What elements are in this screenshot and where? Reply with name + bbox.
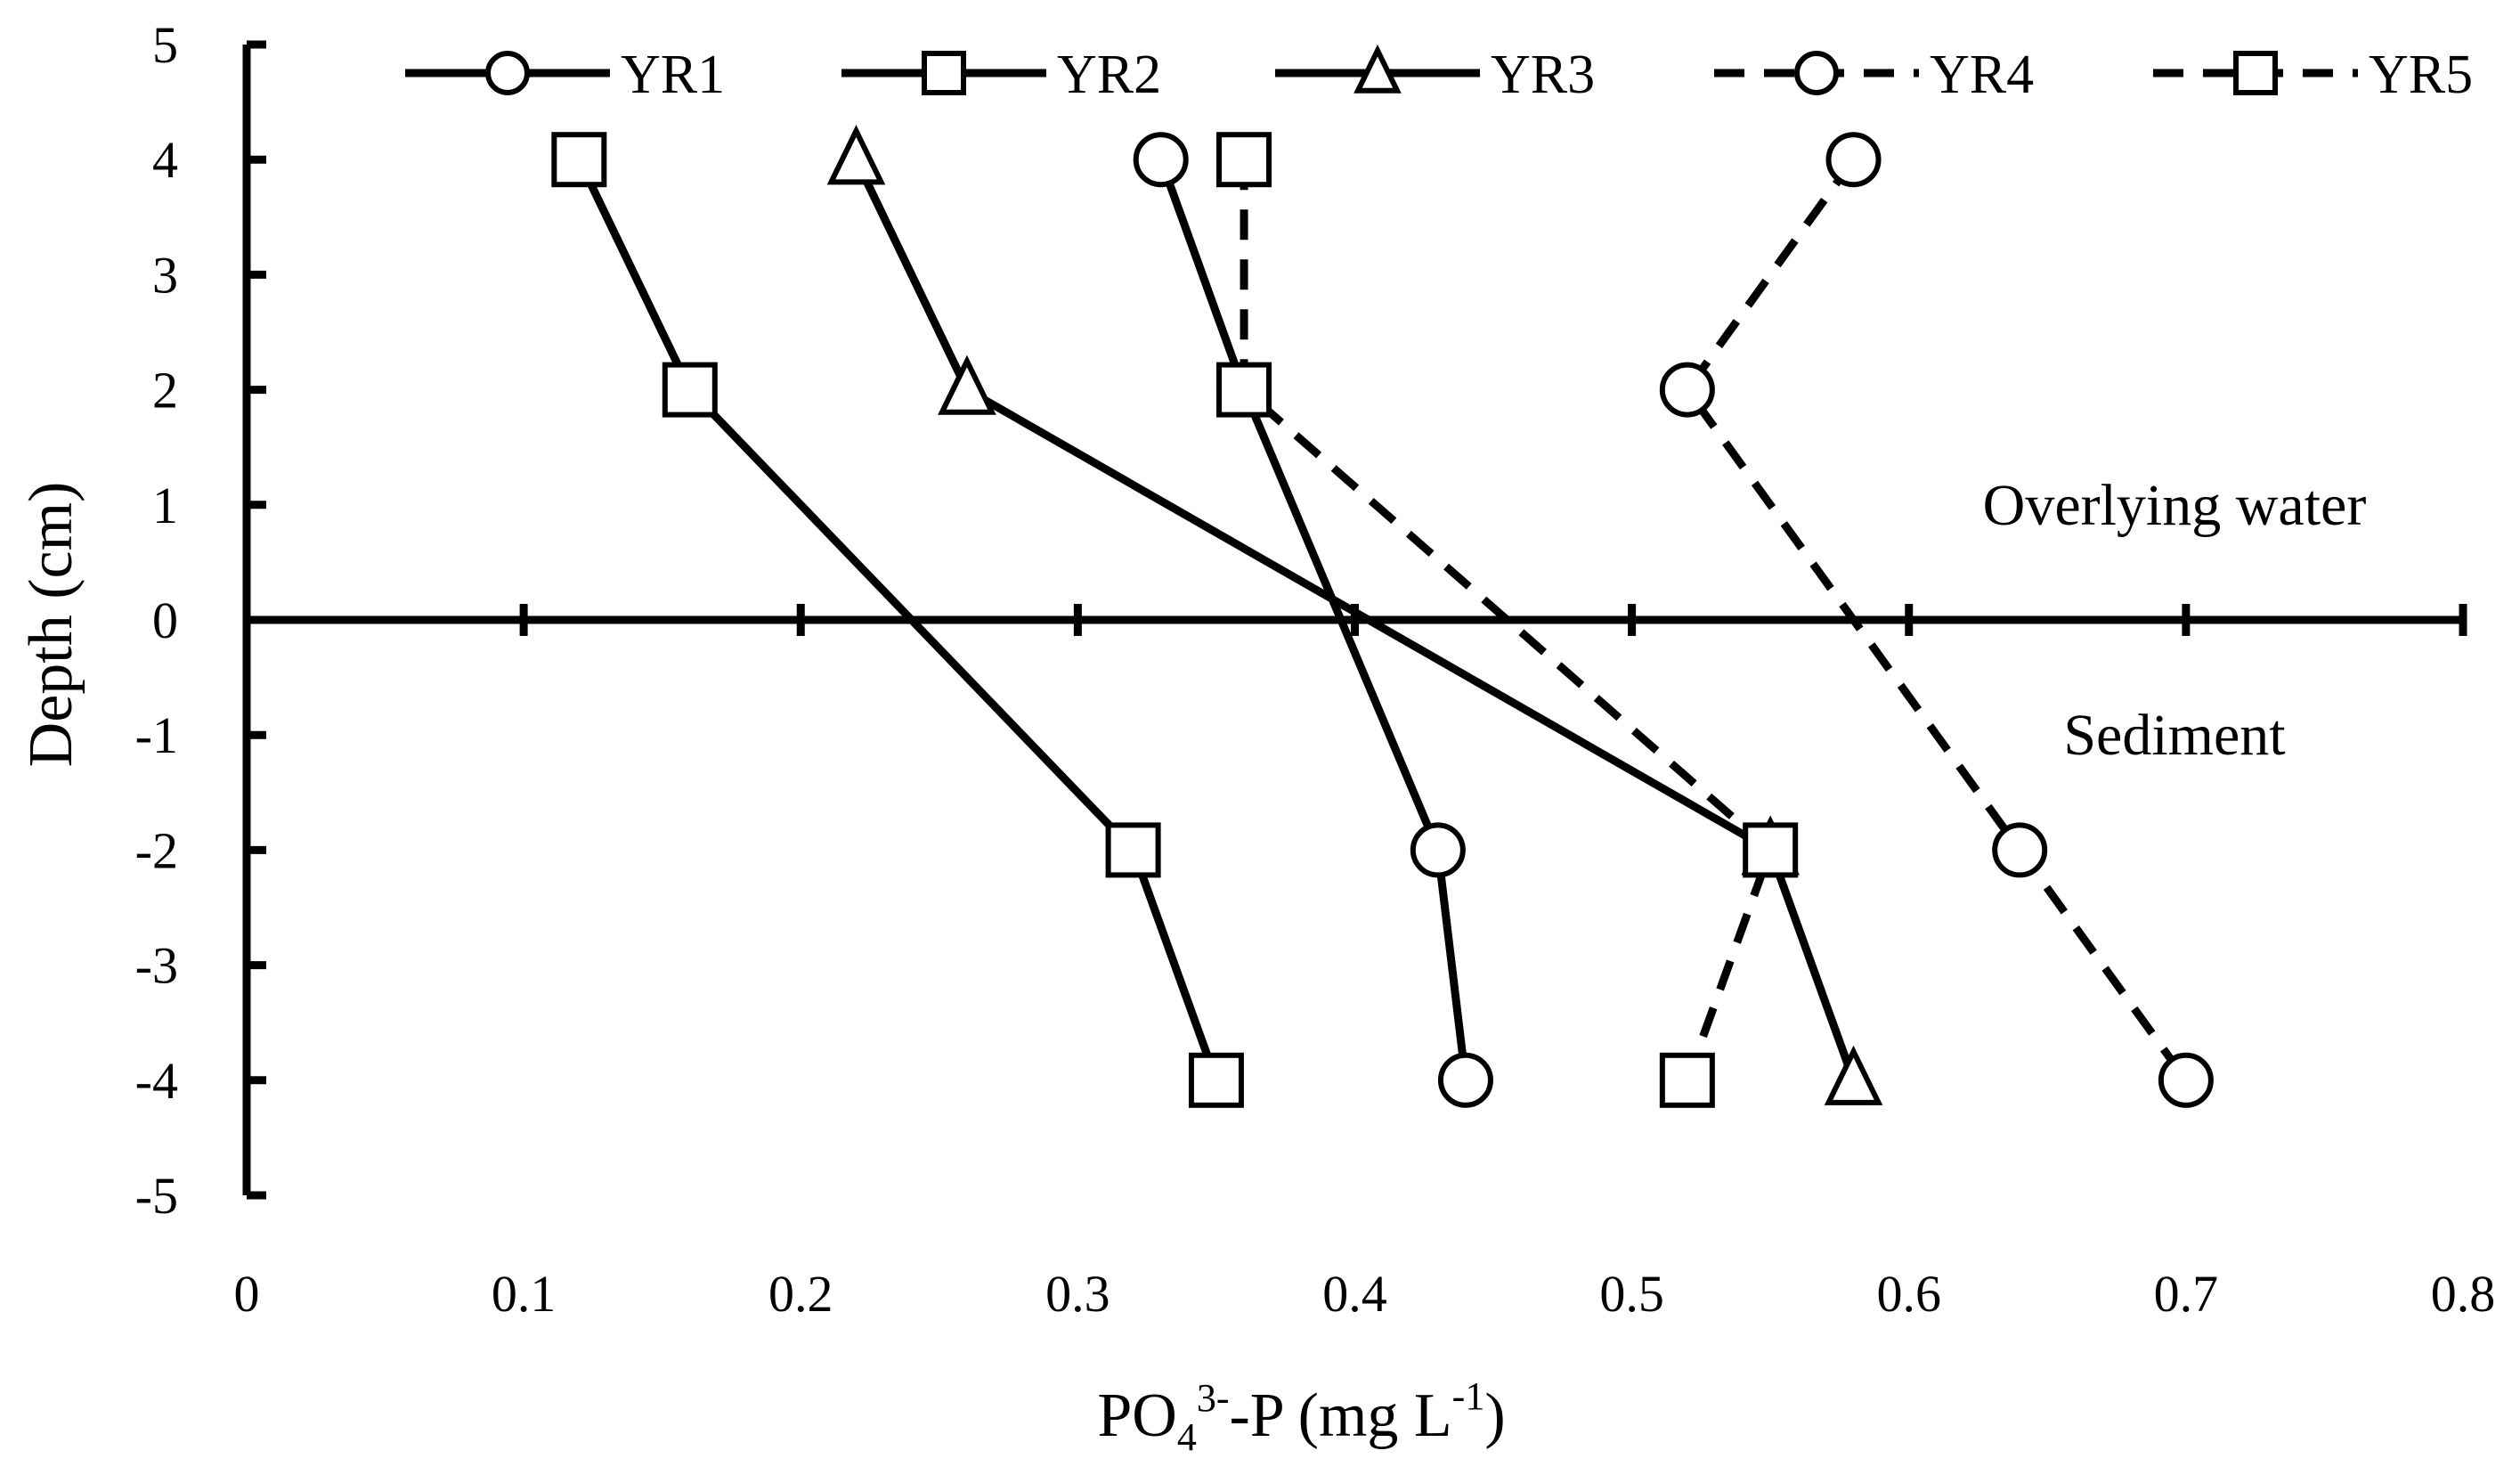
- legend-item-yr2: YR2: [841, 45, 1161, 105]
- data-point-yr2-1: [662, 362, 718, 418]
- legend-marker-yr5: [2233, 51, 2278, 95]
- data-point-yr1-2: [1410, 822, 1466, 878]
- legend-item-yr3: YR3: [1275, 44, 1595, 105]
- data-point-yr3-1: [938, 354, 996, 415]
- data-point-yr3-3: [1824, 1045, 1883, 1105]
- legend-marker-yr4: [1794, 51, 1839, 95]
- annotation-sediment: Sediment: [2063, 703, 2285, 768]
- x-title-rest: -P (mg L: [1230, 1381, 1452, 1450]
- y-tick-label-9: -4: [135, 1052, 178, 1110]
- x-tick-label-2: 0.2: [768, 1265, 833, 1323]
- legend-item-yr4: YR4: [1714, 45, 2034, 105]
- y-tick-label-4: 1: [152, 477, 178, 534]
- data-point-yr1-0: [1133, 132, 1189, 188]
- y-tick-label-5: 0: [152, 591, 178, 649]
- data-point-yr2-3: [1188, 1052, 1244, 1108]
- x-tick-label-6: 0.6: [1877, 1265, 1942, 1323]
- data-point-yr2-2: [1105, 822, 1161, 878]
- data-point-yr3-0: [826, 125, 886, 185]
- data-point-yr4-3: [2158, 1052, 2214, 1108]
- data-point-yr4-0: [1825, 132, 1882, 188]
- legend-label-yr3: YR3: [1491, 45, 1595, 105]
- y-tick-label-0: 5: [152, 16, 178, 74]
- legend-marker-yr3: [1353, 44, 1402, 94]
- x-title-unit-superscript: -1: [1452, 1374, 1485, 1418]
- text-layer: 5 4 3 2 1 0 -1 -2 -3 -4 -5 0 0.1 0.2 0.3 0.4 0.5 0.6 0.7 0.…: [17, 16, 2495, 1459]
- legend-item-yr5: YR5: [2153, 45, 2473, 105]
- legend-label-yr1: YR1: [621, 45, 725, 105]
- data-point-yr1-3: [1437, 1052, 1493, 1108]
- series-yr5: [1216, 132, 1799, 1108]
- x-title-close: ): [1484, 1381, 1505, 1450]
- legend-layer: YR1 YR2 YR3 YR4 YR5: [405, 44, 2473, 105]
- y-tick-label-7: -2: [135, 821, 178, 879]
- legend-label-yr4: YR4: [1930, 45, 2034, 105]
- data-point-yr5-2: [1743, 822, 1799, 878]
- legend-label-yr5: YR5: [2369, 45, 2473, 105]
- y-tick-label-1: 4: [152, 131, 178, 189]
- data-point-yr5-3: [1659, 1052, 1715, 1108]
- y-tick-label-8: -3: [135, 937, 178, 995]
- y-tick-label-2: 3: [152, 246, 178, 304]
- y-axis-title: Depth (cm): [17, 482, 85, 768]
- data-point-yr4-2: [1992, 822, 2048, 878]
- x-axis-title: PO43--P (mg L-1): [1097, 1374, 1505, 1459]
- x-tick-label-0: 0: [234, 1265, 260, 1323]
- series-line-yr5: [1240, 159, 1775, 1082]
- axes-layer: [242, 40, 2467, 1200]
- legend-label-yr2: YR2: [1057, 45, 1161, 105]
- legend-item-yr1: YR1: [405, 45, 725, 105]
- x-title-base: PO: [1097, 1381, 1176, 1450]
- x-title-subscript: 4: [1177, 1415, 1197, 1459]
- y-tick-label-3: 2: [152, 362, 178, 420]
- data-point-yr5-0: [1216, 132, 1272, 188]
- y-tick-label-6: -1: [135, 706, 178, 764]
- x-tick-label-5: 0.5: [1599, 1265, 1664, 1323]
- legend-marker-yr2: [922, 51, 966, 95]
- x-tick-label-7: 0.7: [2154, 1265, 2219, 1323]
- x-tick-label-3: 0.3: [1045, 1265, 1110, 1323]
- data-point-yr4-1: [1659, 362, 1715, 418]
- data-point-yr5-1: [1216, 362, 1272, 418]
- x-tick-label-1: 0.1: [492, 1265, 557, 1323]
- x-tick-label-4: 0.4: [1322, 1265, 1387, 1323]
- x-tick-label-8: 0.8: [2431, 1265, 2496, 1323]
- data-point-yr2-0: [551, 132, 607, 188]
- annotation-overlying-water: Overlying water: [1983, 473, 2367, 538]
- x-title-superscript: 3-: [1197, 1376, 1230, 1420]
- y-tick-label-10: -5: [135, 1167, 178, 1225]
- legend-marker-yr1: [485, 51, 530, 95]
